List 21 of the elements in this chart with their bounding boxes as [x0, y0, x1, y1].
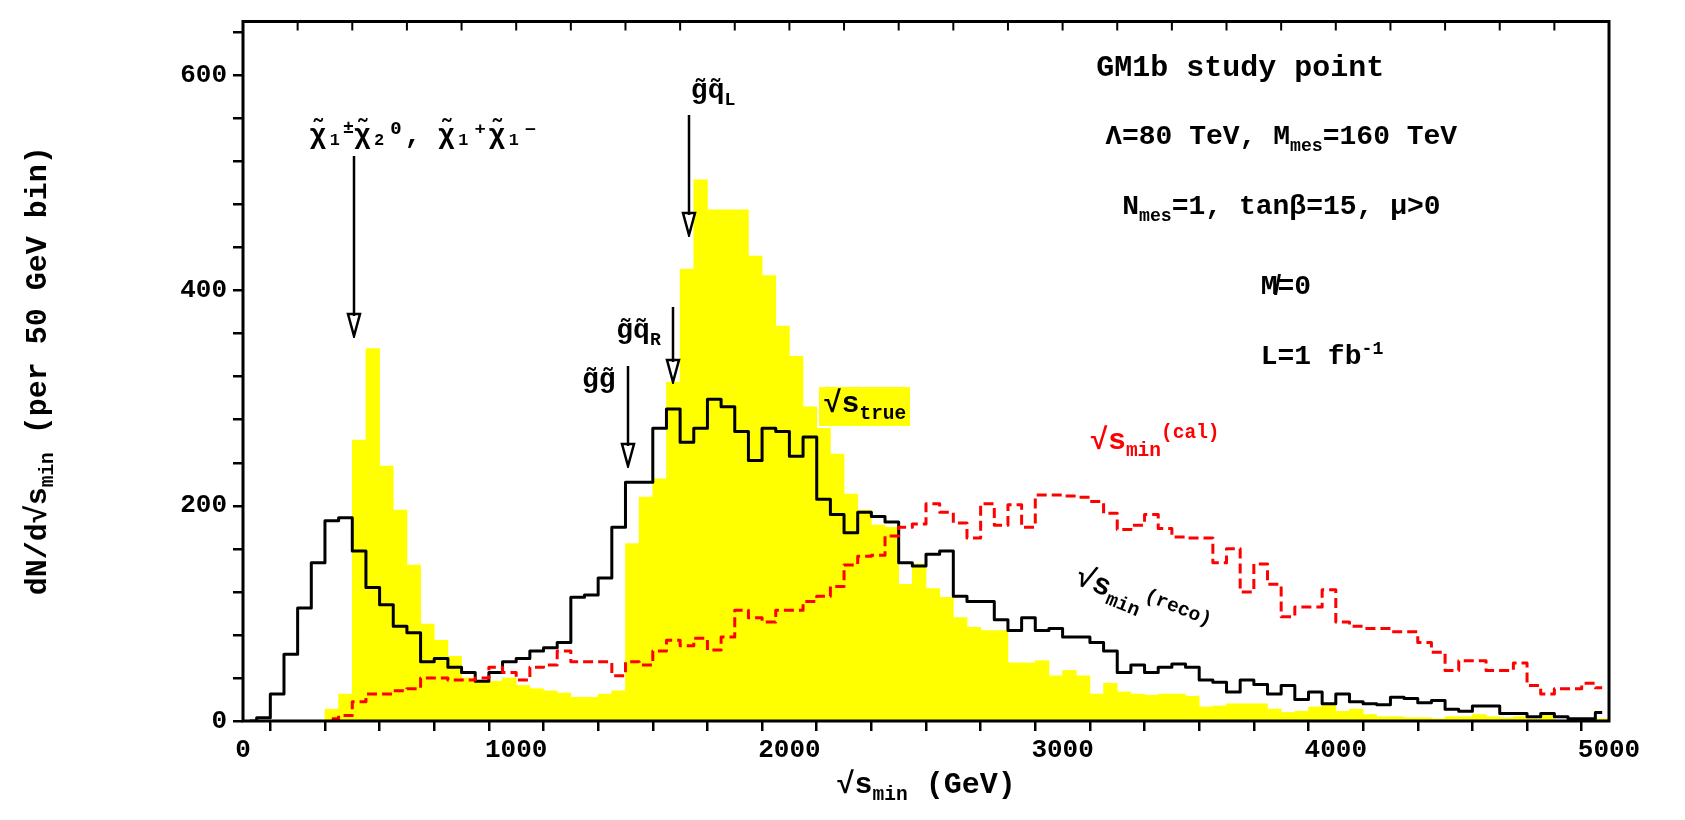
annotation: g̃q̃$_{R}$: [616, 315, 661, 350]
annotation: L=1 fb$^{-1}$: [1260, 338, 1384, 373]
y-tick-label: 200: [180, 490, 227, 521]
annotation: g̃q̃$_{L}$: [690, 74, 736, 110]
x-tick-label: 5000: [1577, 735, 1641, 766]
y-tick-label: 400: [180, 275, 227, 306]
series-label: √s$_{true}$: [819, 386, 911, 427]
x-axis-title: √s$_{min}$ (GeV): [836, 768, 1016, 806]
x-tick-label: 0: [235, 735, 251, 766]
annotation: g̃g̃: [581, 363, 616, 395]
annotation: M̸=0: [1260, 271, 1312, 303]
annotation: χ̃₁$^{±}$χ̃₂⁰, χ̃₁⁺χ̃₁⁻: [309, 118, 539, 152]
annotation: N$_{mes}$=1, tanβ=15, μ>0: [1122, 190, 1441, 226]
annotation: Λ=80 TeV, M$_{mes}$=160 TeV: [1105, 121, 1458, 156]
y-tick-label: 0: [211, 705, 227, 736]
x-tick-label: 3000: [1031, 735, 1094, 766]
x-tick-label: 4000: [1304, 735, 1368, 766]
y-tick-label: 600: [180, 59, 227, 90]
x-tick-label: 1000: [484, 735, 548, 766]
annotation: GM1b study point: [1096, 51, 1385, 86]
x-tick-label: 2000: [758, 735, 821, 766]
